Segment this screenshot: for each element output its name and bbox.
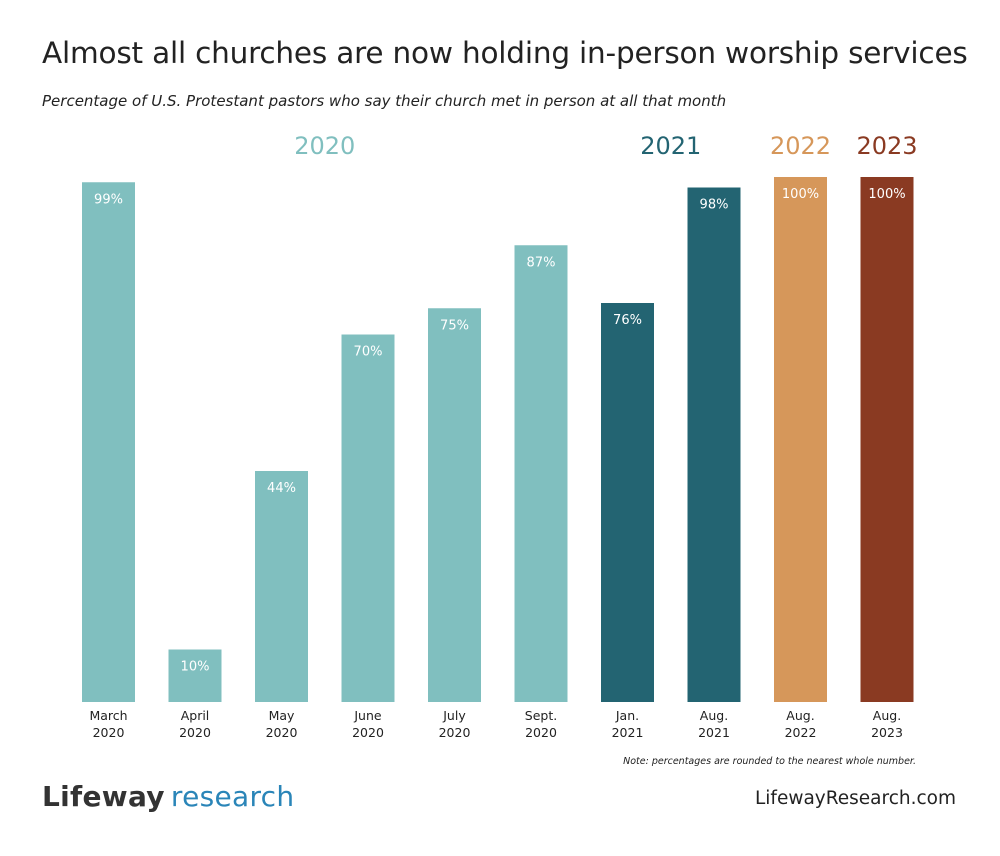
bar bbox=[428, 308, 481, 702]
x-tick-label-month: June bbox=[353, 708, 382, 723]
bar-value-label: 100% bbox=[782, 187, 819, 202]
x-tick-label-year: 2020 bbox=[179, 725, 211, 740]
bar-value-label: 98% bbox=[700, 198, 729, 213]
x-tick-label-month: Jan. bbox=[615, 708, 639, 723]
bar-value-label: 70% bbox=[354, 345, 383, 360]
bar-value-label: 75% bbox=[440, 318, 469, 333]
x-tick-label-month: May bbox=[269, 708, 295, 723]
bar-value-label: 99% bbox=[94, 192, 123, 207]
bar-value-label: 87% bbox=[527, 255, 556, 270]
year-group-label: 2020 bbox=[294, 132, 355, 160]
chart-subtitle: Percentage of U.S. Protestant pastors wh… bbox=[42, 92, 727, 110]
x-tick-label-year: 2020 bbox=[266, 725, 298, 740]
logo-research-text: research bbox=[170, 780, 295, 813]
bar bbox=[601, 303, 654, 702]
x-tick-label-month: April bbox=[181, 708, 210, 723]
footnote: Note: percentages are rounded to the nea… bbox=[623, 756, 916, 767]
bar bbox=[341, 334, 395, 702]
bar-value-label: 76% bbox=[613, 313, 642, 328]
year-group-label: 2022 bbox=[770, 132, 831, 160]
x-tick-label-year: 2022 bbox=[785, 725, 817, 740]
x-tick-label-year: 2021 bbox=[612, 725, 644, 740]
bar-chart: 2020 2021 2022 2023 99% March 2020 10% April 2020… bbox=[82, 132, 918, 740]
x-tick-label-year: 2021 bbox=[698, 725, 730, 740]
bar bbox=[774, 177, 827, 702]
x-tick-label-month: July bbox=[442, 708, 466, 723]
x-tick-label-month: Sept. bbox=[525, 708, 557, 723]
bar bbox=[82, 182, 135, 702]
website-link[interactable]: LifewayResearch.com bbox=[754, 788, 956, 809]
year-group-label: 2021 bbox=[640, 132, 701, 160]
bar bbox=[860, 177, 914, 702]
chart-title: Almost all churches are now holding in-p… bbox=[42, 36, 968, 70]
bar-value-label: 100% bbox=[868, 187, 905, 202]
x-tick-label-month: March bbox=[89, 708, 127, 723]
bar bbox=[255, 471, 308, 702]
x-tick-label-month: Aug. bbox=[873, 708, 901, 723]
x-tick-label-year: 2020 bbox=[525, 725, 557, 740]
bar bbox=[168, 649, 222, 702]
x-tick-label-month: Aug. bbox=[700, 708, 728, 723]
bar-value-label: 10% bbox=[181, 660, 210, 675]
x-tick-label-year: 2023 bbox=[871, 725, 903, 740]
logo-brand-text: Lifeway bbox=[42, 780, 165, 813]
x-tick-label-year: 2020 bbox=[352, 725, 384, 740]
x-tick-label-month: Aug. bbox=[786, 708, 814, 723]
bar bbox=[514, 245, 568, 702]
lifeway-research-logo: Lifeway research bbox=[42, 780, 294, 813]
bar bbox=[687, 187, 741, 702]
x-tick-label-year: 2020 bbox=[93, 725, 125, 740]
year-group-label: 2023 bbox=[856, 132, 917, 160]
bar-value-label: 44% bbox=[267, 481, 296, 496]
x-tick-label-year: 2020 bbox=[439, 725, 471, 740]
